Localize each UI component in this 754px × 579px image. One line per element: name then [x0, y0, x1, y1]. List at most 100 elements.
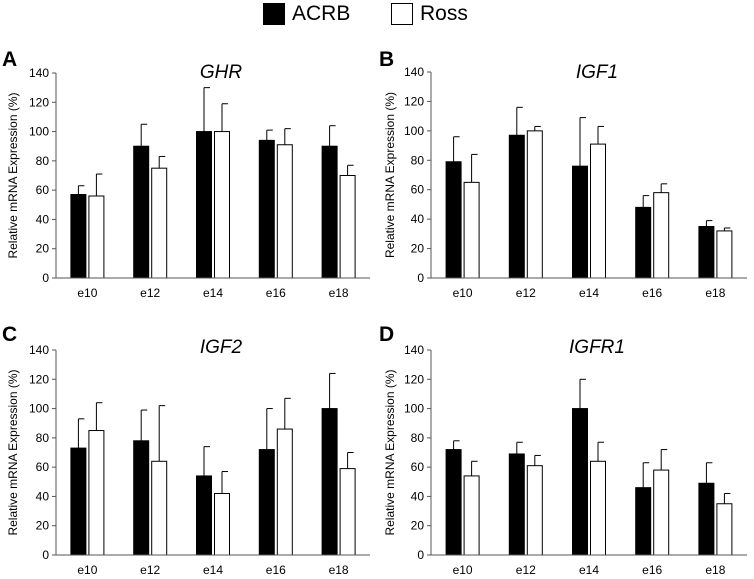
y-tick-label-b-20: 20 [411, 242, 425, 256]
y-axis-label-d: Relative mRNA Expression (%) [383, 369, 397, 535]
chart-panel-a: A GHR Relative mRNA Expression (%) 0 20 40 60 8… [2, 48, 370, 300]
bar-c-ross-e12 [151, 460, 168, 556]
panel-letter-a: A [2, 48, 17, 71]
x-tick-label-a-e14: e14 [203, 286, 223, 300]
chart-title-a: GHR [200, 62, 243, 83]
y-tick-label-d-0: 0 [417, 548, 424, 562]
y-tick-label-d-60: 60 [411, 460, 425, 474]
y-tick-label-b-40: 40 [411, 212, 425, 226]
bar-d-ross-e10 [463, 475, 480, 556]
x-tick-label-a-e10: e10 [77, 286, 97, 300]
y-tick-label-a-20: 20 [36, 242, 50, 256]
y-axis-label-c: Relative mRNA Expression (%) [6, 369, 20, 535]
y-tick-label-b-0: 0 [417, 271, 424, 285]
y-tick-label-c-20: 20 [36, 519, 50, 533]
x-tick-label-d-e12: e12 [516, 563, 536, 577]
x-tick-label-b-e14: e14 [579, 286, 599, 300]
chart-panel-d: D IGFR1 Relative mRNA Expression (%) 0 20 40 6… [379, 323, 747, 577]
bar-b-acrb-e14 [572, 165, 588, 279]
bar-b-acrb-e18 [698, 226, 715, 279]
x-tick-label-c-e16: e16 [266, 563, 286, 577]
y-tick-label-a-40: 40 [36, 212, 50, 226]
y-tick-label-a-120: 120 [29, 95, 49, 109]
x-tick-label-b-e16: e16 [642, 286, 662, 300]
bar-b-ross-e18 [716, 230, 733, 279]
chart-title-b: IGF1 [576, 62, 618, 83]
y-axis-label-b: Relative mRNA Expression (%) [383, 92, 397, 258]
y-tick-label-c-60: 60 [36, 460, 50, 474]
y-tick-label-c-40: 40 [36, 489, 50, 503]
x-tick-label-a-e12: e12 [140, 286, 160, 300]
y-tick-label-b-100: 100 [404, 124, 424, 138]
legend-label-ross: Ross [420, 2, 468, 25]
y-tick-label-d-40: 40 [411, 489, 425, 503]
panel-letter-b: B [379, 48, 394, 71]
bar-a-ross-e10 [88, 195, 105, 279]
bar-a-acrb-e16 [258, 139, 275, 279]
y-tick-label-a-80: 80 [36, 154, 50, 168]
x-tick-label-c-e10: e10 [77, 563, 97, 577]
y-tick-label-d-120: 120 [404, 372, 424, 386]
bar-a-ross-e12 [151, 167, 168, 279]
x-tick-label-d-e10: e10 [453, 563, 473, 577]
bar-c-acrb-e16 [258, 449, 275, 556]
bar-d-ross-e14 [590, 460, 606, 556]
bar-c-ross-e16 [276, 428, 293, 556]
x-tick-label-b-e18: e18 [705, 286, 725, 300]
panel-letter-c: C [2, 323, 17, 346]
y-tick-label-c-120: 120 [29, 372, 49, 386]
y-tick-label-a-140: 140 [29, 66, 49, 80]
bar-b-acrb-e10 [445, 161, 462, 279]
bar-a-acrb-e18 [321, 145, 338, 279]
y-tick-label-c-0: 0 [42, 548, 49, 562]
chart-panel-c: C IGF2 Relative mRNA Expression (%) 0 20 40 60… [2, 323, 370, 577]
bar-d-acrb-e12 [508, 453, 525, 556]
y-tick-label-a-0: 0 [42, 271, 49, 285]
bar-c-acrb-e14 [196, 475, 212, 556]
y-tick-label-a-60: 60 [36, 183, 50, 197]
y-tick-label-b-80: 80 [411, 153, 425, 167]
x-tick-label-d-e18: e18 [705, 563, 725, 577]
bar-a-ross-e16 [276, 144, 293, 279]
bar-b-ross-e12 [526, 130, 543, 279]
bar-d-ross-e12 [526, 465, 543, 556]
x-tick-label-c-e18: e18 [329, 563, 349, 577]
y-tick-label-c-140: 140 [29, 343, 49, 357]
y-tick-label-b-120: 120 [404, 94, 424, 108]
bar-d-acrb-e14 [572, 408, 588, 556]
x-tick-label-c-e14: e14 [203, 563, 223, 577]
x-tick-label-a-e16: e16 [266, 286, 286, 300]
bar-a-acrb-e10 [70, 194, 87, 279]
bar-d-ross-e16 [653, 469, 670, 556]
legend-swatch-ross [391, 3, 413, 25]
bar-c-ross-e14 [214, 493, 230, 556]
bar-d-ross-e18 [716, 503, 733, 556]
x-tick-label-b-e12: e12 [516, 286, 536, 300]
x-tick-label-d-e16: e16 [642, 563, 662, 577]
bar-c-acrb-e10 [70, 447, 87, 556]
chart-title-d: IGFR1 [569, 337, 625, 358]
y-tick-label-d-100: 100 [404, 402, 424, 416]
y-tick-label-a-100: 100 [29, 125, 49, 139]
bar-c-acrb-e12 [133, 440, 150, 556]
bar-c-ross-e18 [339, 468, 356, 556]
bar-a-acrb-e14 [196, 131, 212, 279]
y-tick-label-d-140: 140 [404, 343, 424, 357]
bar-b-ross-e10 [463, 181, 480, 279]
bar-b-acrb-e16 [635, 206, 652, 279]
legend-label-acrb: ACRB [292, 2, 351, 25]
bar-b-acrb-e12 [508, 134, 525, 279]
bar-c-acrb-e18 [321, 408, 338, 556]
bar-b-ross-e16 [653, 192, 670, 279]
legend-swatch-acrb [263, 3, 285, 25]
bar-d-acrb-e10 [445, 449, 462, 556]
chart-panel-b: B IGF1 Relative mRNA Expression (%) 0 20 40 60… [379, 48, 747, 300]
y-axis-label-a: Relative mRNA Expression (%) [6, 92, 20, 258]
bar-a-ross-e14 [214, 131, 230, 279]
x-tick-label-c-e12: e12 [140, 563, 160, 577]
y-tick-label-c-100: 100 [29, 402, 49, 416]
bar-a-ross-e18 [339, 175, 356, 279]
x-tick-label-a-e18: e18 [329, 286, 349, 300]
y-tick-label-b-140: 140 [404, 65, 424, 79]
bar-b-ross-e14 [590, 143, 606, 279]
